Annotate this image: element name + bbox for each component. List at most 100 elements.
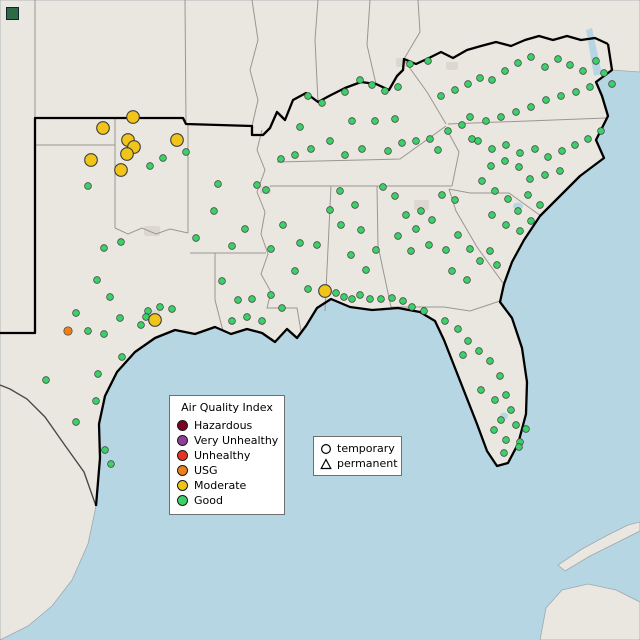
station-marker-good xyxy=(464,80,472,88)
legend-item-label: Moderate xyxy=(194,479,247,492)
rio-grande-border xyxy=(0,384,97,507)
station-marker-good xyxy=(522,425,530,433)
legend-item-good: Good xyxy=(177,493,277,508)
station-marker-good xyxy=(228,317,236,325)
legend-item-label: Unhealthy xyxy=(194,449,251,462)
station-marker-good xyxy=(117,238,125,246)
station-marker-good xyxy=(356,291,364,299)
station-marker-moderate xyxy=(96,121,110,135)
station-marker-good xyxy=(296,239,304,247)
station-marker-good xyxy=(377,295,385,303)
station-marker-good xyxy=(524,191,532,199)
station-marker-good xyxy=(340,293,348,301)
station-marker-good xyxy=(536,201,544,209)
station-marker-good xyxy=(434,146,442,154)
station-marker-good xyxy=(477,386,485,394)
station-marker-moderate xyxy=(170,133,184,147)
station-marker-good xyxy=(337,221,345,229)
station-marker-good xyxy=(496,372,504,380)
station-marker-good xyxy=(42,376,50,384)
station-marker-good xyxy=(406,60,414,68)
station-marker-good xyxy=(502,391,510,399)
legend-item-label: USG xyxy=(194,464,218,477)
station-marker-good xyxy=(586,83,594,91)
station-marker-good xyxy=(442,246,450,254)
station-marker-good xyxy=(356,76,364,84)
station-marker-good xyxy=(228,242,236,250)
station-marker-good xyxy=(347,251,355,259)
station-marker-good xyxy=(402,211,410,219)
station-marker-good xyxy=(512,421,520,429)
station-marker-good xyxy=(501,67,509,75)
station-marker-good xyxy=(491,187,499,195)
station-marker-good xyxy=(608,80,616,88)
station-marker-good xyxy=(262,186,270,194)
station-marker-good xyxy=(527,103,535,111)
station-marker-good xyxy=(107,460,115,468)
station-marker-good xyxy=(444,127,452,135)
station-marker-good xyxy=(466,113,474,121)
station-marker-good xyxy=(463,276,471,284)
station-marker-good xyxy=(304,92,312,100)
aqi-legend-rows: Hazardous Very Unhealthy Unhealthy USG Moder… xyxy=(177,418,278,508)
study-region-border-coast xyxy=(94,43,614,507)
usg-swatch-icon xyxy=(177,465,188,476)
station-marker-good xyxy=(458,121,466,129)
station-marker-good xyxy=(544,153,552,161)
station-marker-good xyxy=(291,267,299,275)
station-marker-good xyxy=(425,241,433,249)
station-marker-good xyxy=(584,135,592,143)
station-marker-good xyxy=(267,291,275,299)
station-marker-good xyxy=(527,53,535,61)
station-marker-good xyxy=(502,221,510,229)
legend-item-temporary: temporary xyxy=(320,441,395,456)
legend-item-usg: USG xyxy=(177,463,277,478)
station-marker-good xyxy=(466,245,474,253)
station-marker-good xyxy=(417,207,425,215)
aqi-legend: Air Quality Index Hazardous Very Unhealth… xyxy=(169,395,285,515)
station-marker-good xyxy=(118,353,126,361)
station-marker-good xyxy=(106,293,114,301)
station-marker-good xyxy=(218,277,226,285)
legend-item-label: temporary xyxy=(337,442,395,455)
station-marker-good xyxy=(516,227,524,235)
station-marker-good xyxy=(368,81,376,89)
station-marker-good xyxy=(72,309,80,317)
station-marker-good xyxy=(384,147,392,155)
station-marker-moderate xyxy=(84,153,98,167)
lake xyxy=(513,202,523,210)
station-marker-good xyxy=(502,141,510,149)
station-marker-good xyxy=(258,317,266,325)
station-marker-good xyxy=(348,117,356,125)
station-marker-good xyxy=(526,175,534,183)
station-marker-good xyxy=(478,177,486,185)
station-marker-good xyxy=(497,416,505,424)
station-marker-good xyxy=(379,183,387,191)
station-marker-good xyxy=(394,232,402,240)
station-marker-good xyxy=(527,217,535,225)
station-marker-good xyxy=(487,162,495,170)
legend-item-moderate: Moderate xyxy=(177,478,277,493)
legend-item-label: permanent xyxy=(337,457,398,470)
circle-symbol-icon xyxy=(320,443,332,455)
station-marker-good xyxy=(441,317,449,325)
station-marker-good xyxy=(554,55,562,63)
station-marker-good xyxy=(542,96,550,104)
station-marker-good xyxy=(94,370,102,378)
station-marker-good xyxy=(358,145,366,153)
station-marker-good xyxy=(412,225,420,233)
station-marker-good xyxy=(420,307,428,315)
station-marker-good xyxy=(267,245,275,253)
station-marker-good xyxy=(248,295,256,303)
station-marker-good xyxy=(488,211,496,219)
station-marker-moderate xyxy=(148,313,162,327)
station-marker-good xyxy=(454,231,462,239)
station-marker-good xyxy=(476,257,484,265)
station-marker-good xyxy=(278,304,286,312)
station-marker-moderate xyxy=(318,284,332,298)
state-borders xyxy=(34,0,607,332)
good-swatch-icon xyxy=(177,495,188,506)
station-marker-good xyxy=(451,196,459,204)
station-marker-good xyxy=(451,86,459,94)
